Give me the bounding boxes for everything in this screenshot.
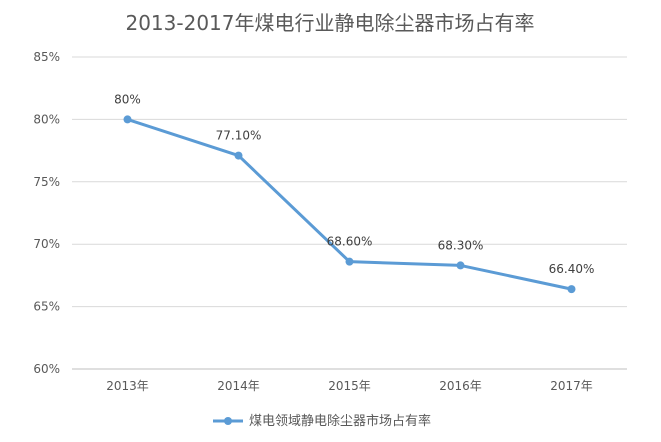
y-tick-label: 65%: [33, 300, 60, 314]
y-tick-label: 80%: [33, 112, 60, 126]
x-axis-ticks: 2013年 2014年 2015年 2016年 2017年: [106, 379, 593, 393]
legend-series-name: 煤电领域静电除尘器市场占有率: [249, 413, 431, 429]
chart-title: 2013-2017年煤电行业静电除尘器市场占有率: [125, 11, 534, 35]
x-tick-label: 2015年: [328, 379, 371, 393]
y-axis-ticks: 60% 65% 70% 75% 80% 85%: [33, 50, 60, 376]
y-tick-label: 70%: [33, 237, 60, 251]
legend-dot-marker: [224, 417, 232, 425]
x-tick-label: 2013年: [106, 379, 149, 393]
data-point: [567, 285, 576, 294]
data-point: [234, 151, 243, 160]
data-labels: 80% 77.10% 68.60% 68.30% 66.40%: [114, 92, 594, 276]
legend: 煤电领域静电除尘器市场占有率: [213, 413, 431, 429]
x-tick-label: 2017年: [550, 379, 593, 393]
y-tick-label: 75%: [33, 175, 60, 189]
gridlines: [72, 56, 627, 370]
series-group: [123, 115, 576, 294]
data-label: 77.10%: [216, 129, 262, 143]
data-label: 68.30%: [438, 238, 484, 252]
y-tick-label: 85%: [33, 50, 60, 64]
data-point: [456, 261, 465, 270]
data-label: 80%: [114, 92, 141, 106]
data-label: 68.60%: [327, 235, 373, 249]
y-tick-label: 60%: [33, 362, 60, 376]
x-tick-label: 2014年: [217, 379, 260, 393]
data-point: [123, 115, 132, 124]
x-tick-label: 2016年: [439, 379, 482, 393]
data-point: [345, 257, 354, 266]
data-label: 66.40%: [549, 262, 595, 276]
